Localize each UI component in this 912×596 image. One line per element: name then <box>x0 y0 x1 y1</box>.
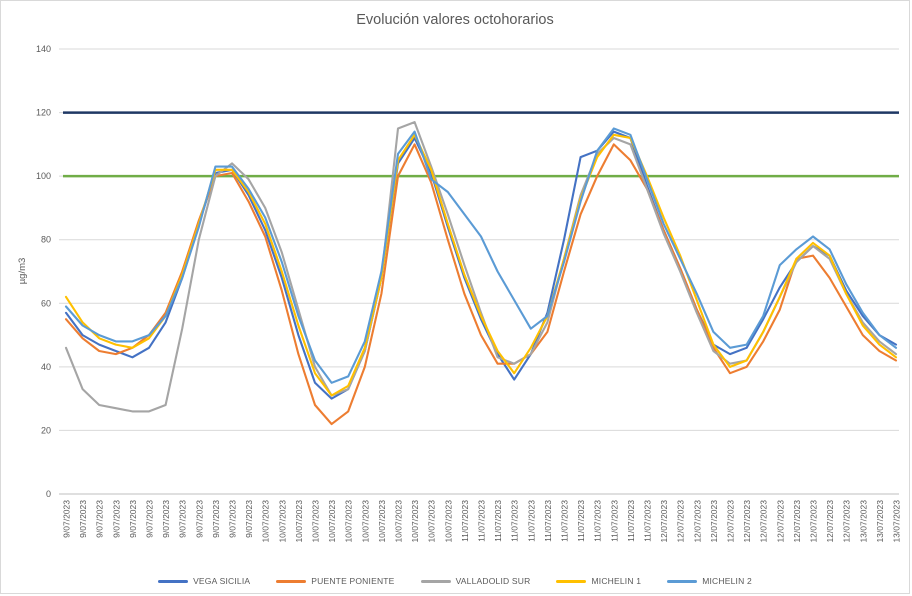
svg-text:0: 0 <box>46 489 51 499</box>
svg-text:9/07/2023: 9/07/2023 <box>211 500 221 538</box>
svg-text:11/07/2023: 11/07/2023 <box>526 500 536 542</box>
svg-text:10/07/2023: 10/07/2023 <box>360 500 370 543</box>
svg-text:11/07/2023: 11/07/2023 <box>593 500 603 542</box>
svg-text:9/07/2023: 9/07/2023 <box>62 500 72 538</box>
svg-text:11/07/2023: 11/07/2023 <box>609 500 619 542</box>
y-axis-labels: 0 20 40 60 80 100 120 140 <box>36 44 51 499</box>
svg-text:10/07/2023: 10/07/2023 <box>443 500 453 543</box>
svg-text:120: 120 <box>36 108 51 118</box>
legend-label: VEGA SICILIA <box>193 576 251 586</box>
svg-text:12/07/2023: 12/07/2023 <box>726 500 736 543</box>
svg-text:9/07/2023: 9/07/2023 <box>194 500 204 538</box>
svg-text:10/07/2023: 10/07/2023 <box>377 500 387 543</box>
svg-text:9/07/2023: 9/07/2023 <box>244 500 254 538</box>
svg-text:9/07/2023: 9/07/2023 <box>95 500 105 538</box>
y-axis-title: µg/m3 <box>17 258 28 285</box>
svg-text:12/07/2023: 12/07/2023 <box>709 500 719 543</box>
legend-item-valladolid-sur[interactable]: VALLADOLID SUR <box>420 576 531 586</box>
svg-text:100: 100 <box>36 171 51 181</box>
legend-item-puente-poniente[interactable]: PUENTE PONIENTE <box>276 576 394 586</box>
svg-text:10/07/2023: 10/07/2023 <box>277 500 287 543</box>
svg-text:13/07/2023: 13/07/2023 <box>858 500 868 543</box>
svg-text:40: 40 <box>41 362 51 372</box>
svg-text:10/07/2023: 10/07/2023 <box>394 500 404 543</box>
svg-text:9/07/2023: 9/07/2023 <box>78 500 88 538</box>
series-valladolid-sur <box>64 121 898 413</box>
svg-text:11/07/2023: 11/07/2023 <box>460 500 470 542</box>
chart-title: Evolución valores octohorarios <box>356 12 554 28</box>
legend-swatch <box>276 579 307 583</box>
svg-text:12/07/2023: 12/07/2023 <box>676 500 686 543</box>
svg-text:12/07/2023: 12/07/2023 <box>659 500 669 543</box>
svg-text:11/07/2023: 11/07/2023 <box>643 500 653 542</box>
legend-swatch <box>556 579 587 583</box>
svg-text:12/07/2023: 12/07/2023 <box>759 500 769 543</box>
legend-label: PUENTE PONIENTE <box>311 576 395 586</box>
svg-text:11/07/2023: 11/07/2023 <box>543 500 553 542</box>
series-michelin-1 <box>64 133 898 397</box>
legend-swatch <box>667 579 698 583</box>
legend-label: MICHELIN 2 <box>702 576 752 586</box>
svg-text:60: 60 <box>41 298 51 308</box>
series-vega-sicilia <box>64 130 898 400</box>
svg-text:12/07/2023: 12/07/2023 <box>775 500 785 543</box>
svg-text:9/07/2023: 9/07/2023 <box>161 500 171 538</box>
svg-text:12/07/2023: 12/07/2023 <box>692 500 702 543</box>
svg-text:13/07/2023: 13/07/2023 <box>892 500 902 543</box>
legend-label: VALLADOLID SUR <box>455 576 531 586</box>
svg-text:12/07/2023: 12/07/2023 <box>809 500 819 543</box>
svg-text:9/07/2023: 9/07/2023 <box>178 500 188 538</box>
svg-text:10/07/2023: 10/07/2023 <box>327 500 337 543</box>
svg-text:20: 20 <box>41 425 51 435</box>
svg-text:12/07/2023: 12/07/2023 <box>825 500 835 543</box>
svg-text:10/07/2023: 10/07/2023 <box>344 500 354 543</box>
svg-text:11/07/2023: 11/07/2023 <box>576 500 586 542</box>
svg-text:9/07/2023: 9/07/2023 <box>145 500 155 538</box>
svg-text:11/07/2023: 11/07/2023 <box>626 500 636 542</box>
svg-text:9/07/2023: 9/07/2023 <box>228 500 238 538</box>
svg-text:10/07/2023: 10/07/2023 <box>261 500 271 543</box>
legend-label: MICHELIN 1 <box>591 576 642 586</box>
svg-text:11/07/2023: 11/07/2023 <box>477 500 487 542</box>
svg-text:11/07/2023: 11/07/2023 <box>493 500 503 542</box>
legend-item-michelin-1[interactable]: MICHELIN 1 <box>556 576 641 586</box>
series-lines <box>64 121 898 426</box>
legend-swatch <box>420 579 451 583</box>
svg-text:80: 80 <box>41 235 51 245</box>
svg-text:140: 140 <box>36 44 51 54</box>
legend-item-michelin-2[interactable]: MICHELIN 2 <box>667 576 752 586</box>
reference-lines <box>63 111 899 178</box>
svg-text:11/07/2023: 11/07/2023 <box>560 500 570 542</box>
svg-text:12/07/2023: 12/07/2023 <box>842 500 852 543</box>
svg-text:9/07/2023: 9/07/2023 <box>111 500 121 538</box>
series-michelin-2 <box>64 127 898 384</box>
svg-text:10/07/2023: 10/07/2023 <box>410 500 420 543</box>
legend-swatch <box>158 579 189 583</box>
svg-text:10/07/2023: 10/07/2023 <box>311 500 321 543</box>
svg-text:10/07/2023: 10/07/2023 <box>294 500 304 543</box>
svg-text:11/07/2023: 11/07/2023 <box>510 500 520 542</box>
svg-text:12/07/2023: 12/07/2023 <box>742 500 752 543</box>
chart-legend: VEGA SICILIA PUENTE PONIENTE VALLADOLID SU… <box>1 576 909 586</box>
svg-text:9/07/2023: 9/07/2023 <box>128 500 138 538</box>
x-axis-labels: 9/07/2023 9/07/2023 9/07/2023 9/07/2023 9/07… <box>62 500 902 543</box>
legend-item-vega-sicilia[interactable]: VEGA SICILIA <box>158 576 250 586</box>
svg-text:13/07/2023: 13/07/2023 <box>875 500 885 543</box>
svg-text:12/07/2023: 12/07/2023 <box>792 500 802 543</box>
svg-text:10/07/2023: 10/07/2023 <box>427 500 437 543</box>
